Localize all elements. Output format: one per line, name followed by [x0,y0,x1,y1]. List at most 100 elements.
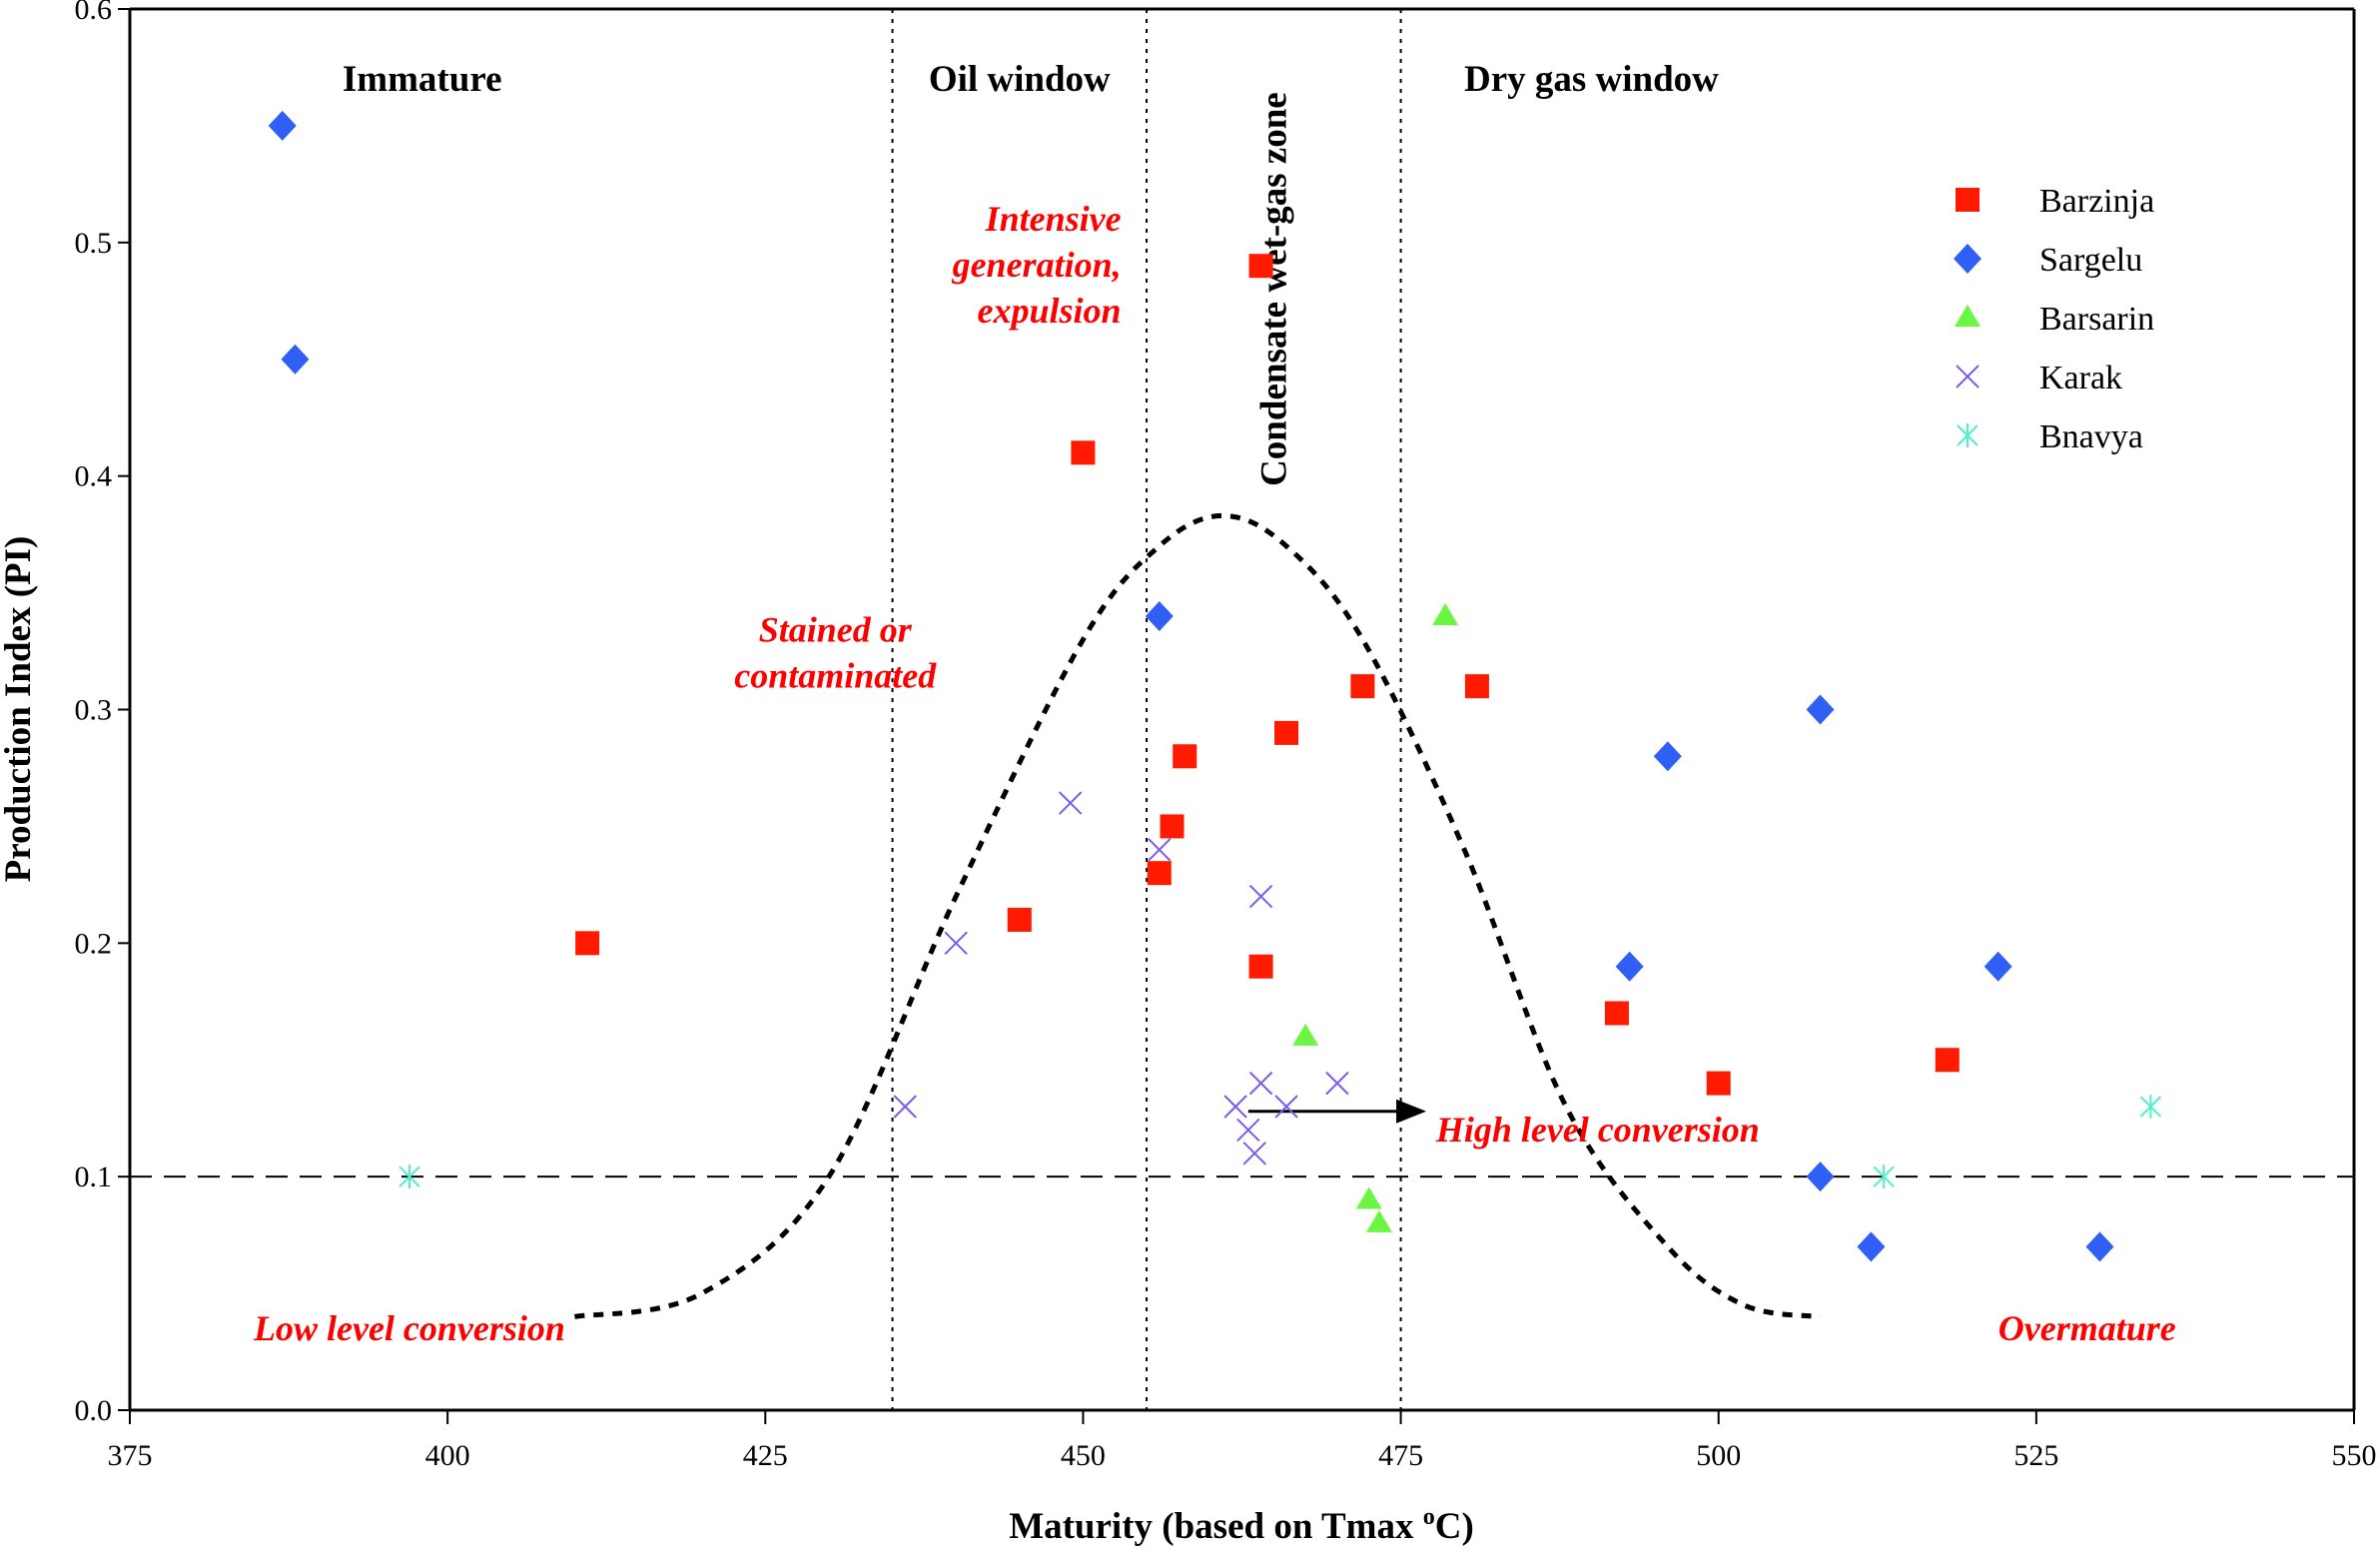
y-tick-label: 0.2 [75,927,113,960]
region-annotation: Stained or contaminated [734,610,937,696]
zone-label: Immature [343,59,502,100]
legend-item-sargelu: Sargelu [1954,242,2142,279]
series-barsarin [1292,602,1459,1232]
data-point-bnavya [2139,1095,2162,1120]
annotation-line: expulsion [978,291,1122,331]
legend-marker-asterisk [1957,423,1979,447]
y-tick-label: 0.0 [75,1394,113,1427]
series-barzinja [575,254,1960,1096]
marker-stroke [893,1095,917,1119]
annotation-line: Low level conversion [253,1308,565,1348]
data-point-karak [893,1095,917,1119]
y-axis-title: Production Index (PI) [0,536,39,883]
data-point-barzinja [1160,814,1185,839]
data-point-sargelu [1806,694,1835,725]
data-point-karak [1274,1095,1298,1119]
x-axis-title: Maturity (based on Tmax oC) [1009,1504,1474,1547]
data-point-barsarin [1355,1186,1382,1209]
marker-stroke [1223,1095,1247,1119]
data-point-barzinja [1071,440,1096,465]
data-point-karak [1223,1095,1247,1119]
data-point-karak [1248,1071,1273,1096]
region-annotation: Low level conversion [253,1308,565,1348]
data-point-barzinja [1248,254,1273,279]
y-tick-label: 0.1 [75,1161,113,1193]
data-point-barzinja [1274,720,1299,745]
maturity-curve-line [573,512,1821,1319]
data-point-sargelu [1145,600,1174,631]
legend-marker-triangle [1955,305,1981,327]
x-tick-label: 400 [425,1439,470,1472]
annotations: Immature Oil window Dry gas window Condensa… [253,59,2176,1348]
region-annotation: Intensive generation, expulsion [952,199,1122,331]
annotation-line: Intensive [985,199,1122,239]
reference-lines [130,9,2354,1410]
y-tick-label: 0.3 [75,694,113,727]
series-bnavya [398,1095,2162,1189]
data-point-sargelu [2085,1231,2114,1262]
data-point-barzinja [1147,861,1172,886]
region-annotation: Overmature [1998,1308,2176,1348]
maturity-curve [573,512,1821,1319]
legend-marker-square [1956,188,1980,212]
data-point-karak [1242,1142,1266,1166]
annotation-line: Stained or [759,610,913,650]
data-point-barzinja [1007,907,1032,932]
axes [118,7,2356,1424]
annotation-line: Overmature [1998,1308,2176,1348]
data-point-karak [944,931,968,956]
tick-labels: 375 400 425 450 475 500 525 550 0.0 0.1 0.2 0.3 0.4 0… [75,0,2377,1472]
zone-label: Dry gas window [1464,59,1719,100]
data-point-bnavya [398,1165,420,1189]
x-tick-label: 525 [2013,1439,2058,1472]
legend-label: Barsarin [2039,301,2154,338]
marker-stroke [1236,1118,1260,1143]
data-points [268,110,2162,1262]
data-point-karak [1058,791,1083,815]
data-point-karak [1148,838,1172,862]
data-point-barzinja [575,931,600,956]
x-axis-title-sup: o [1423,1504,1435,1530]
region-annotation: High level conversion [1435,1110,1760,1150]
y-tick-label: 0.4 [75,460,113,493]
series-sargelu [268,110,2114,1262]
legend-item-barsarin: Barsarin [1955,301,2154,338]
legend-label: Karak [2039,360,2122,396]
data-point-barzinja [1464,674,1489,699]
data-point-sargelu [268,110,297,141]
annotation-line: contaminated [734,656,937,696]
data-point-barsarin [1432,602,1459,625]
marker-stroke [1274,1095,1298,1119]
zone-label: Oil window [929,59,1111,100]
data-point-sargelu [1857,1231,1886,1262]
x-tick-label: 375 [108,1439,153,1472]
legend-label: Bnavya [2039,418,2143,455]
marker-stroke [1325,1071,1349,1096]
data-point-sargelu [281,344,310,375]
data-point-barzinja [1706,1071,1731,1096]
y-tick-label: 0.5 [75,227,113,260]
data-point-sargelu [1806,1162,1835,1192]
x-tick-label: 500 [1696,1439,1741,1472]
x-tick-label: 450 [1061,1439,1106,1472]
legend-item-barzinja: Barzinja [1956,183,2154,220]
data-point-barzinja [1604,1001,1629,1026]
legend-marker-diamond [1954,244,1982,274]
marker-stroke [1148,838,1172,862]
legend-marker-x [1956,365,1980,389]
data-point-sargelu [1983,951,2012,982]
data-point-barsarin [1292,1023,1319,1046]
data-point-barsarin [1365,1209,1392,1232]
data-point-sargelu [1653,741,1682,772]
legend-label: Sargelu [2039,242,2142,279]
data-point-sargelu [1615,951,1644,982]
series-karak [893,791,1349,1166]
data-point-karak [1248,884,1273,909]
x-tick-label: 425 [743,1439,788,1472]
x-tick-label: 475 [1378,1439,1423,1472]
marker-stroke [944,931,968,956]
legend: Barzinja Sargelu Barsarin Karak Bnavya [1954,183,2154,455]
marker-stroke [1248,884,1273,909]
data-point-barzinja [1935,1048,1960,1073]
